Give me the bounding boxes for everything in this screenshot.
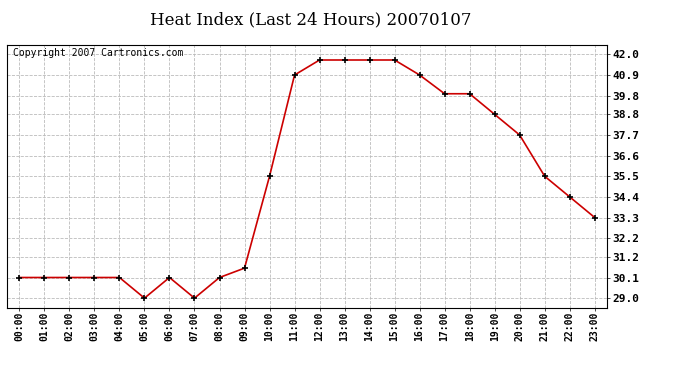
Text: Heat Index (Last 24 Hours) 20070107: Heat Index (Last 24 Hours) 20070107 [150, 11, 471, 28]
Text: Copyright 2007 Cartronics.com: Copyright 2007 Cartronics.com [13, 48, 184, 58]
